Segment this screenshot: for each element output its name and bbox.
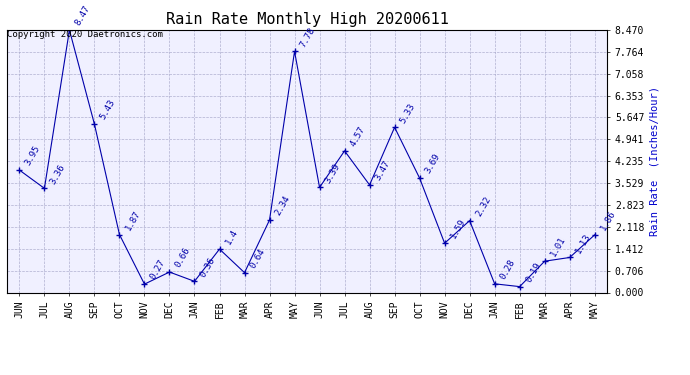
- Text: 0.28: 0.28: [499, 258, 518, 281]
- Text: 3.47: 3.47: [374, 159, 393, 182]
- Text: 0.64: 0.64: [248, 247, 267, 270]
- Text: 2.32: 2.32: [474, 195, 493, 218]
- Text: 1.13: 1.13: [574, 232, 593, 255]
- Text: 0.19: 0.19: [524, 261, 542, 284]
- Text: 3.69: 3.69: [424, 152, 442, 176]
- Text: 0.66: 0.66: [174, 246, 193, 269]
- Text: 1.01: 1.01: [549, 235, 567, 258]
- Title: Rain Rate Monthly High 20200611: Rain Rate Monthly High 20200611: [166, 12, 448, 27]
- Text: Copyright 2020 Daetronics.com: Copyright 2020 Daetronics.com: [7, 30, 163, 39]
- Text: 5.33: 5.33: [399, 101, 417, 124]
- Text: 1.87: 1.87: [124, 209, 142, 232]
- Text: 3.36: 3.36: [48, 162, 67, 186]
- Text: 4.57: 4.57: [348, 125, 367, 148]
- Text: 7.78: 7.78: [299, 26, 317, 49]
- Text: 1.59: 1.59: [448, 217, 467, 240]
- Text: 3.95: 3.95: [23, 144, 42, 167]
- Text: 3.39: 3.39: [324, 162, 342, 184]
- Text: 1.86: 1.86: [599, 209, 618, 232]
- Text: 2.34: 2.34: [274, 194, 293, 217]
- Text: 0.27: 0.27: [148, 258, 167, 281]
- Text: 5.43: 5.43: [99, 98, 117, 122]
- Y-axis label: Rain Rate  (Inches/Hour): Rain Rate (Inches/Hour): [650, 86, 660, 236]
- Text: 1.4: 1.4: [224, 228, 239, 246]
- Text: 8.47: 8.47: [74, 4, 92, 27]
- Text: 0.36: 0.36: [199, 255, 217, 279]
